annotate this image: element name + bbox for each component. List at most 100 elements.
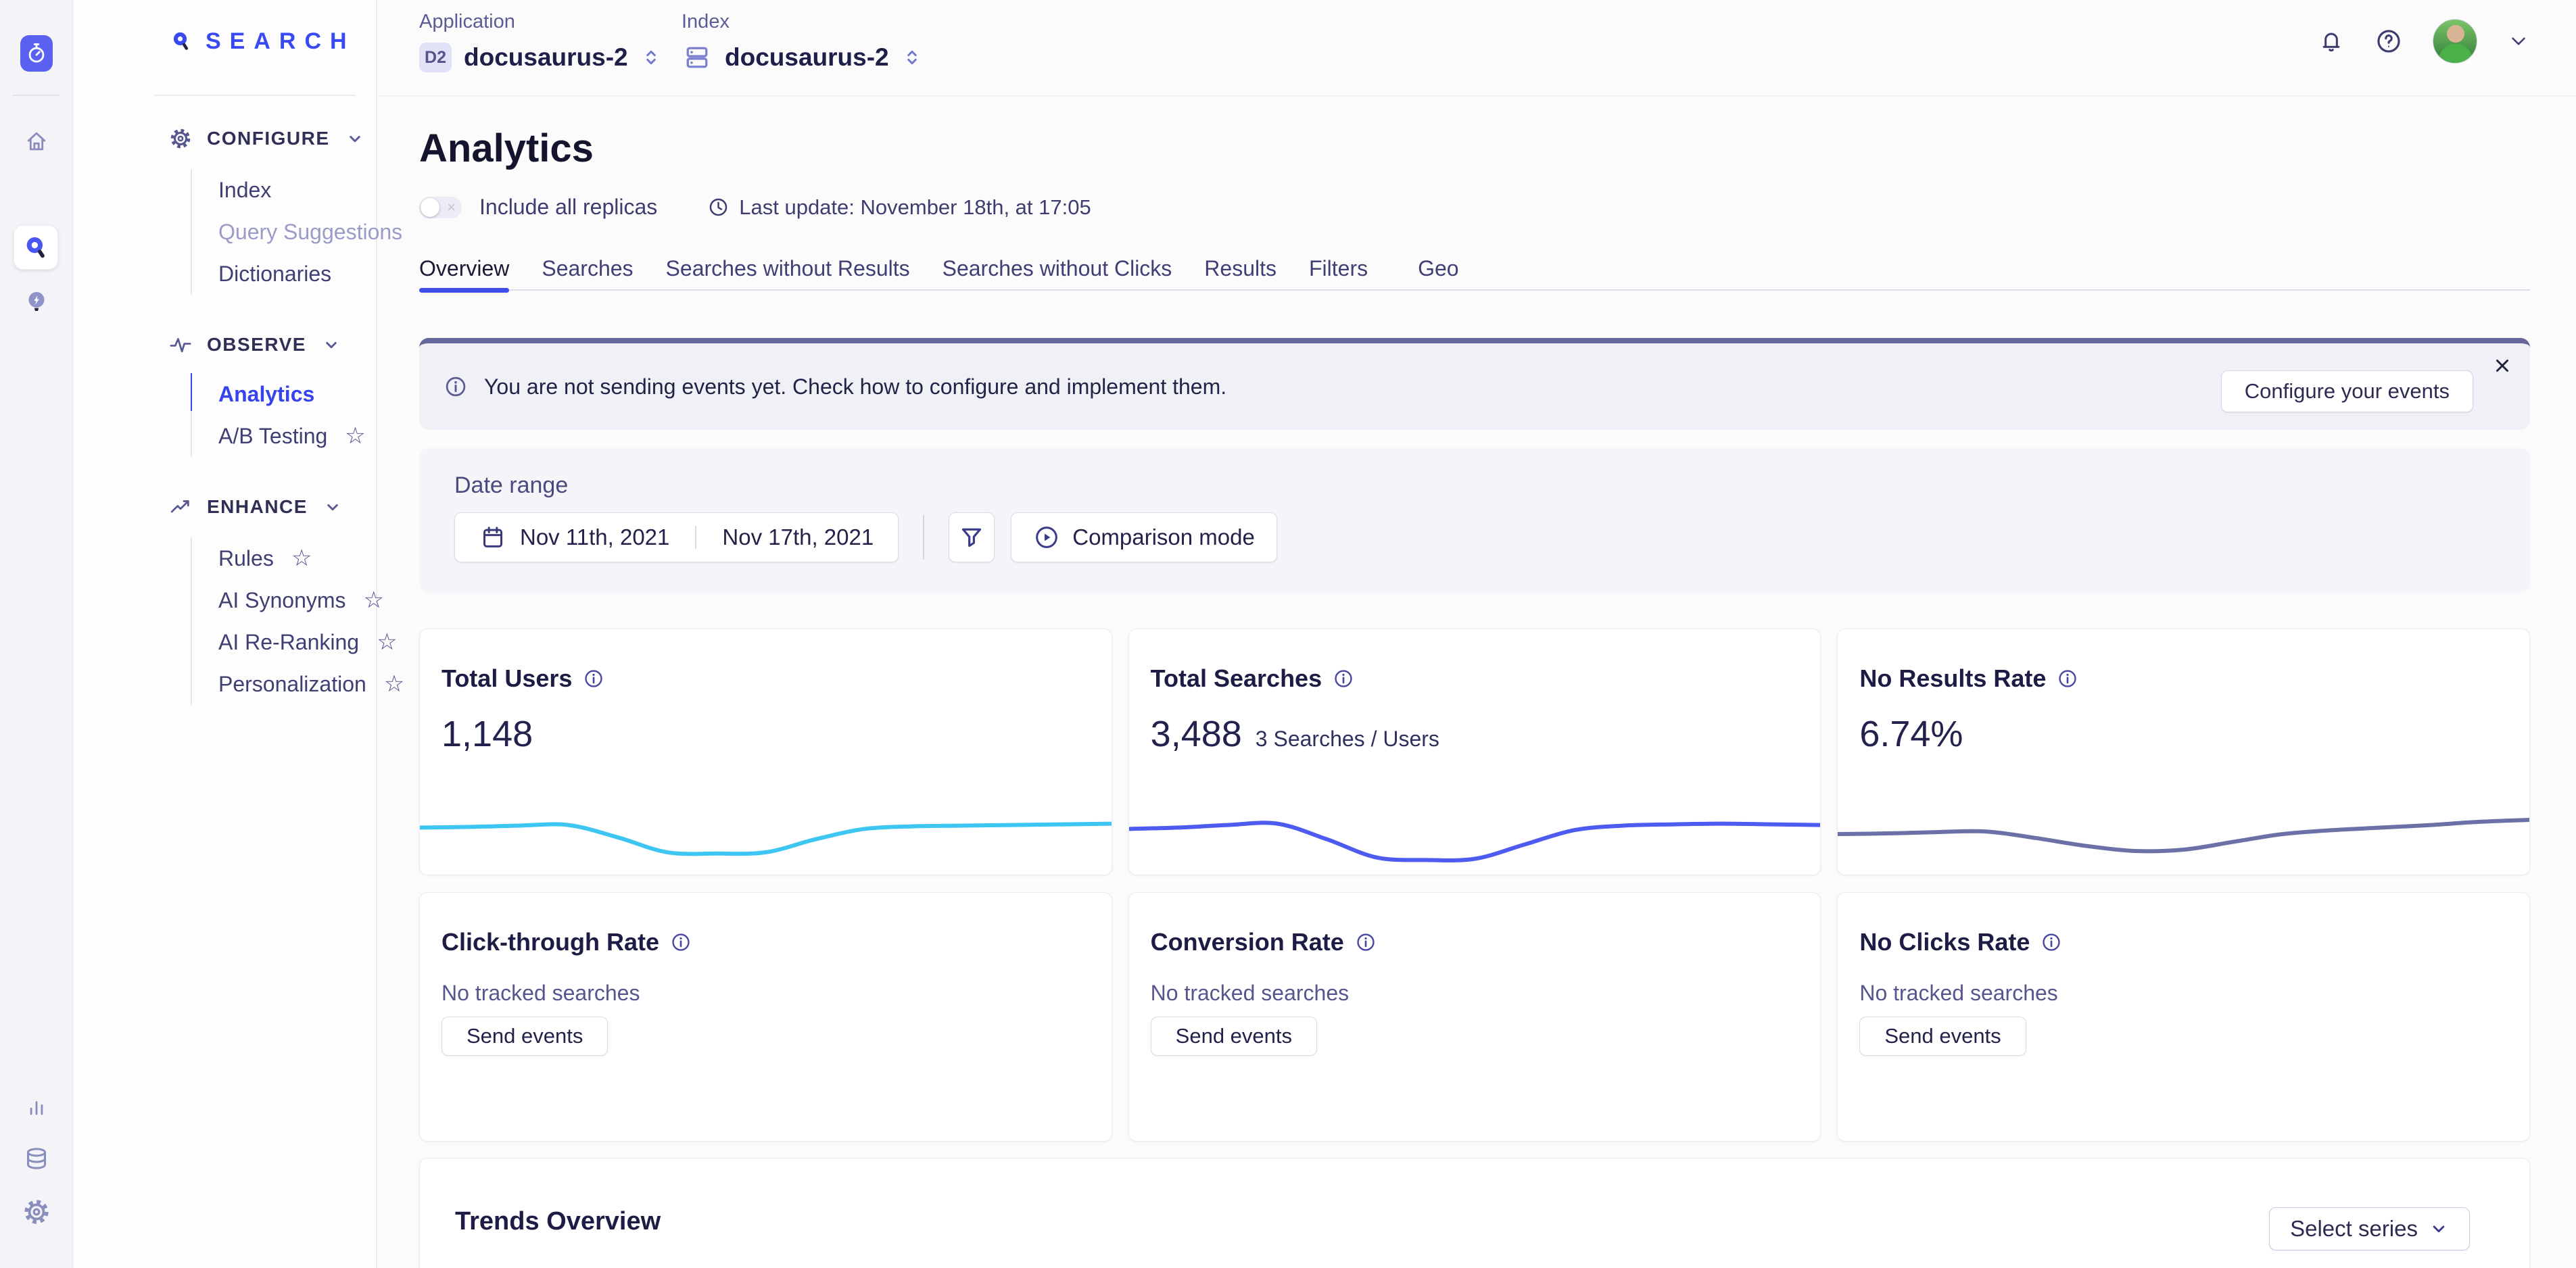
replicas-row: × Include all replicas Last update: Nove… [419, 195, 1091, 220]
total-users-sparkline [420, 794, 1112, 875]
application-value: docusaurus-2 [464, 43, 628, 72]
tab-searches-without-clicks[interactable]: Searches without Clicks [943, 247, 1172, 289]
index-select[interactable]: docusaurus-2 [682, 43, 923, 72]
app-switcher-timer-icon[interactable] [20, 35, 53, 72]
card-title: Click-through Rate [442, 928, 659, 956]
avatar[interactable] [2433, 19, 2477, 64]
send-events-button[interactable]: Send events [1859, 1017, 2026, 1056]
section-enhance[interactable]: ENHANCE [169, 495, 343, 518]
filter-button[interactable] [949, 512, 995, 562]
date-range-label: Date range [454, 472, 568, 499]
tab-filters[interactable]: Filters [1309, 247, 1368, 289]
card-value: 6.74% [1859, 713, 1963, 755]
star-icon: ☆ [291, 547, 312, 570]
tab-results[interactable]: Results [1204, 247, 1277, 289]
clock-icon [707, 196, 730, 218]
settings-button[interactable] [0, 1198, 73, 1226]
active-item-rule [191, 373, 192, 411]
tab-overview[interactable]: Overview [419, 247, 509, 289]
search-product-button[interactable] [14, 225, 58, 270]
info-icon[interactable] [670, 931, 692, 953]
top-right-actions [2318, 19, 2530, 64]
select-series-button[interactable]: Select series [2269, 1207, 2470, 1250]
user-menu-chevron-icon[interactable] [2507, 30, 2530, 53]
trends-overview-card: Trends Overview Select series [419, 1158, 2530, 1268]
trend-up-icon [169, 495, 192, 518]
comparison-mode-button[interactable]: Comparison mode [1011, 512, 1277, 562]
send-events-button[interactable]: Send events [442, 1017, 608, 1056]
chevron-down-icon [321, 335, 341, 355]
metric-cards-row: Total Users 1,148 [419, 629, 2530, 875]
section-configure-label: CONFIGURE [207, 128, 330, 149]
controls-divider [923, 515, 924, 560]
tab-searches-without-results[interactable]: Searches without Results [666, 247, 910, 289]
date-start: Nov 11th, 2021 [520, 525, 669, 550]
enhance-items: Rules ☆ AI Synonyms ☆ AI Re-Ranking ☆ Pe… [191, 537, 404, 705]
card-subtitle: 3 Searches / Users [1256, 727, 1439, 752]
sidebar-item-ai-synonyms[interactable]: AI Synonyms ☆ [192, 579, 404, 621]
date-range-button[interactable]: Nov 11th, 2021 Nov 17th, 2021 [454, 512, 899, 562]
usage-button[interactable] [0, 1094, 73, 1119]
info-icon[interactable] [2041, 931, 2062, 953]
recommend-button[interactable] [0, 287, 73, 318]
search-logo[interactable]: SEARCH [169, 28, 356, 55]
home-icon [24, 128, 49, 154]
play-circle-icon [1033, 524, 1060, 551]
search-product-icon [22, 234, 49, 261]
application-label: Application [419, 11, 662, 33]
tab-searches[interactable]: Searches [542, 247, 633, 289]
date-separator [695, 526, 696, 549]
card-title: No Clicks Rate [1859, 928, 2030, 956]
last-update: Last update: November 18th, at 17:05 [707, 195, 1091, 220]
card-title: Total Users [442, 664, 572, 693]
section-configure[interactable]: CONFIGURE [169, 127, 365, 150]
data-button[interactable] [0, 1145, 73, 1172]
card-total-searches: Total Searches 3,488 3 Searches / Users [1128, 629, 1821, 875]
card-value: 3,488 [1151, 713, 1242, 755]
chevron-down-icon [2429, 1219, 2449, 1239]
info-icon[interactable] [1355, 931, 1377, 953]
banner-message: You are not sending events yet. Check ho… [484, 374, 1226, 399]
empty-cards-row: Click-through Rate No tracked searches S… [419, 892, 2530, 1142]
sidebar-item-query-suggestions[interactable]: Query Suggestions [192, 211, 402, 253]
info-icon[interactable] [583, 668, 604, 689]
card-click-through-rate: Click-through Rate No tracked searches S… [419, 892, 1112, 1142]
bar-chart-icon [24, 1094, 49, 1119]
sidebar-item-analytics[interactable]: Analytics [192, 373, 366, 415]
card-title: Conversion Rate [1151, 928, 1344, 956]
index-label: Index [682, 11, 923, 33]
configure-events-button[interactable]: Configure your events [2221, 370, 2473, 412]
section-observe-label: OBSERVE [207, 334, 306, 356]
info-icon[interactable] [2057, 668, 2078, 689]
chevron-down-icon [323, 497, 343, 517]
tab-geo[interactable]: Geo [1418, 247, 1458, 289]
notifications-bell-icon[interactable] [2318, 28, 2345, 55]
section-observe[interactable]: OBSERVE [169, 333, 341, 356]
no-results-rate-sparkline [1838, 794, 2530, 875]
card-no-results-rate: No Results Rate 6.74% [1837, 629, 2530, 875]
info-icon [444, 374, 468, 399]
index-value: docusaurus-2 [725, 43, 889, 72]
application-selector: Application D2 docusaurus-2 [419, 11, 662, 72]
section-enhance-label: ENHANCE [207, 496, 308, 518]
sidebar-item-ai-re-ranking[interactable]: AI Re-Ranking ☆ [192, 621, 404, 663]
home-button[interactable] [0, 128, 73, 154]
sidebar-item-index[interactable]: Index [192, 169, 402, 211]
sidebar-item-personalization[interactable]: Personalization ☆ [192, 663, 404, 705]
send-events-button[interactable]: Send events [1151, 1017, 1317, 1056]
help-icon[interactable] [2375, 27, 2403, 55]
banner-close-button[interactable] [2487, 350, 2518, 381]
include-replicas-label: Include all replicas [479, 195, 657, 220]
main-area: Application D2 docusaurus-2 Index [379, 0, 2576, 1268]
application-select[interactable]: D2 docusaurus-2 [419, 43, 662, 72]
index-icon [682, 43, 713, 72]
sidebar-item-ab-testing[interactable]: A/B Testing ☆ [192, 415, 366, 457]
include-replicas-toggle[interactable]: × [419, 197, 462, 218]
toggle-off-x: × [447, 199, 456, 216]
sidebar-item-rules[interactable]: Rules ☆ [192, 537, 404, 579]
info-icon[interactable] [1333, 668, 1354, 689]
sidebar-item-dictionaries[interactable]: Dictionaries [192, 253, 402, 295]
sort-chevrons-icon [901, 45, 923, 70]
date-end: Nov 17th, 2021 [722, 525, 874, 550]
analytics-dashboard: SEARCH CONFIGURE Index Query Suggestions… [0, 0, 2576, 1268]
